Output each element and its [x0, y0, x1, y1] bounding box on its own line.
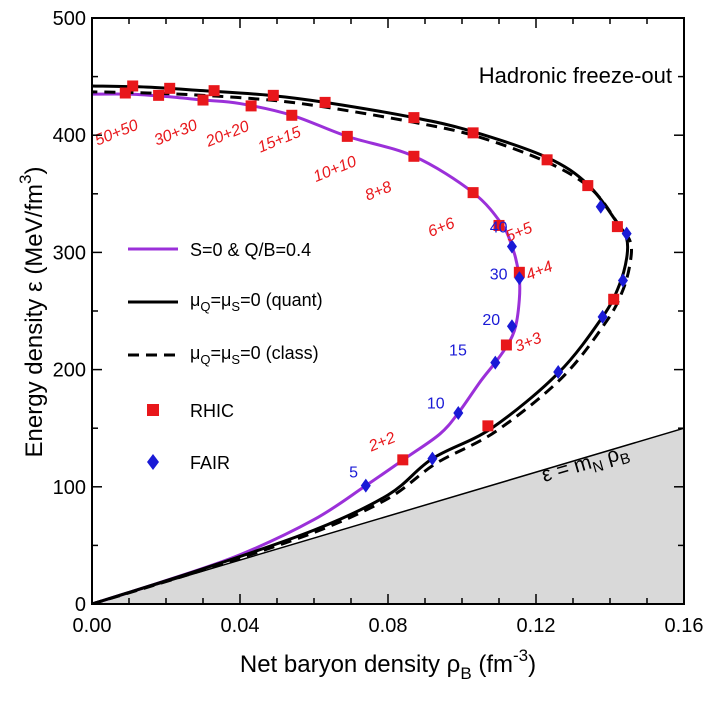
x-tick-label: 0.00: [73, 615, 112, 637]
rhic-marker: [341, 130, 353, 142]
rhic-point-label: 10+10: [311, 153, 359, 186]
legend-label-quant: μQ=μS=0 (quant): [190, 290, 323, 314]
x-tick-label: 0.04: [221, 615, 260, 637]
legend-label-rhic: RHIC: [190, 401, 234, 421]
fair-marker: [597, 309, 608, 324]
rhic-point-label: 4+4: [524, 258, 556, 284]
y-tick-label: 200: [53, 360, 86, 382]
x-axis-title-paren: (fm: [472, 651, 513, 678]
fair-point-label: 20: [482, 312, 500, 329]
series-quant-line: [92, 84, 630, 604]
legend-label-class: μQ=μS=0 (class): [190, 343, 319, 367]
rhic-marker: [467, 187, 479, 199]
y-axis-title: Energy density ε (MeV/fm3): [16, 167, 48, 458]
x-axis-title-main: Net baryon density ρ: [240, 651, 460, 678]
rhic-marker: [127, 80, 139, 92]
fair-marker: [595, 199, 606, 214]
x-axis-title-sup: -3: [513, 646, 528, 665]
y-tick-label: 0: [75, 594, 86, 616]
legend-class-mu2: =μ: [211, 343, 232, 363]
rhic-marker: [408, 112, 420, 124]
rhic-point-label: 15+15: [255, 124, 303, 157]
y-axis-title-sup: 3: [16, 175, 35, 184]
rhic-marker: [286, 109, 298, 121]
rhic-marker: [541, 154, 553, 166]
rhic-point-label: 8+8: [363, 179, 395, 205]
legend-quant-rest: =0 (quant): [240, 290, 323, 310]
rhic-marker: [408, 150, 420, 162]
x-tick-label: 0.08: [369, 615, 408, 637]
series-class-line: [92, 90, 634, 604]
rhic-marker: [467, 127, 479, 139]
y-tick-label: 500: [53, 8, 86, 30]
legend-label-purple: S=0 & Q/B=0.4: [190, 240, 311, 260]
rhic-point-label: 6+6: [426, 215, 458, 241]
x-axis-title: Net baryon density ρB (fm-3): [240, 646, 536, 683]
fair-marker: [506, 319, 517, 334]
rhic-marker: [119, 87, 131, 99]
x-tick-label: 0.16: [665, 615, 704, 637]
fair-point-label: 10: [427, 395, 445, 412]
mass-line-label-sub-b: B: [618, 450, 632, 469]
fair-marker: [514, 271, 525, 286]
legend-quant-mu1: μ: [190, 290, 200, 310]
legend-class-sub2: S: [231, 352, 240, 367]
legend-class-rest: =0 (class): [240, 343, 319, 363]
mass-line-label-sub-n: N: [591, 457, 606, 476]
rhic-marker: [153, 89, 165, 101]
rhic-marker: [267, 89, 279, 101]
y-axis-title-close: ): [21, 167, 48, 175]
freeze-out-annotation: Hadronic freeze-out: [479, 63, 672, 88]
rhic-marker: [245, 100, 257, 112]
legend-class-sub1: Q: [200, 352, 210, 367]
rhic-marker: [608, 293, 620, 305]
fair-point-label: 5: [349, 464, 358, 481]
y-tick-label: 400: [53, 125, 86, 147]
rhic-marker: [500, 339, 512, 351]
rhic-marker: [397, 454, 409, 466]
fair-marker: [621, 226, 632, 241]
rhic-point-label: 30+30: [152, 117, 200, 150]
legend-quant-mu2: =μ: [211, 290, 232, 310]
mass-line-label-mid: ρ: [598, 443, 621, 470]
rhic-point-label: 50+50: [93, 117, 141, 150]
x-axis-title-close: ): [528, 651, 536, 678]
y-tick-label: 300: [53, 242, 86, 264]
legend-label-fair: FAIR: [190, 453, 230, 473]
rhic-marker: [493, 219, 505, 231]
rhic-marker: [611, 221, 623, 233]
rhic-point-label: 20+20: [203, 118, 252, 151]
fair-marker: [427, 451, 438, 466]
x-tick-label: 0.12: [517, 615, 556, 637]
fair-marker: [506, 239, 517, 254]
y-axis-title-main: Energy density ε (MeV/fm: [21, 184, 48, 457]
fair-marker: [490, 355, 501, 370]
fair-point-label: 15: [449, 343, 467, 360]
mass-line: [91, 427, 685, 605]
legend-marker-rhic: [147, 404, 159, 416]
legend: S=0 & Q/B=0.4 μQ=μS=0 (quant) μQ=μS=0 (c…: [128, 240, 323, 473]
rhic-marker: [197, 94, 209, 106]
rhic-point-label: 5+5: [503, 220, 535, 246]
rhic-marker: [482, 420, 494, 432]
y-tick-label: 100: [53, 477, 86, 499]
fair-marker: [453, 405, 464, 420]
rhic-marker: [582, 180, 594, 192]
rhic-marker: [319, 96, 331, 108]
fair-marker: [617, 273, 628, 288]
legend-quant-sub2: S: [231, 299, 240, 314]
fair-marker: [360, 478, 371, 493]
x-axis-title-sub: B: [460, 664, 471, 683]
legend-marker-fair: [147, 454, 159, 470]
fair-point-label: 40: [490, 219, 508, 236]
rhic-marker: [208, 85, 220, 97]
rhic-point-label: 3+3: [513, 330, 545, 356]
fair-point-label: 30: [490, 266, 508, 283]
legend-class-mu1: μ: [190, 343, 200, 363]
rhic-point-label: 2+2: [366, 429, 399, 455]
fair-marker: [553, 364, 564, 379]
legend-quant-sub1: Q: [200, 299, 210, 314]
rhic-marker: [164, 82, 176, 94]
